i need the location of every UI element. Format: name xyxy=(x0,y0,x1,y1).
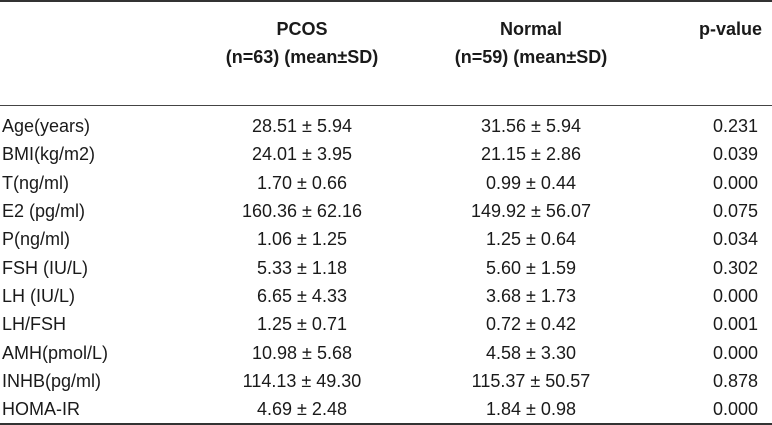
table-row: P(ng/ml) 1.06 ± 1.25 1.25 ± 0.64 0.034 xyxy=(0,225,772,253)
table-row: FSH (IU/L) 5.33 ± 1.18 5.60 ± 1.59 0.302 xyxy=(0,253,772,281)
normal-value: 0.99 ± 0.44 xyxy=(486,172,576,193)
header-normal-subtitle: (n=59) (mean±SD) xyxy=(454,47,608,67)
row-label: BMI(kg/m2) xyxy=(2,144,96,165)
header-pcos: PCOS (n=63) (mean±SD) xyxy=(192,0,412,106)
normal-value: 31.56 ± 5.94 xyxy=(481,116,581,137)
row-label: LH (IU/L) xyxy=(2,285,76,306)
normal-value: 0.72 ± 0.42 xyxy=(486,314,576,335)
row-label: T(ng/ml) xyxy=(2,172,69,193)
pcos-value: 1.25 ± 0.71 xyxy=(257,314,347,335)
pcos-value: 5.33 ± 1.18 xyxy=(257,257,347,278)
table-row: T(ng/ml) 1.70 ± 0.66 0.99 ± 0.44 0.000 xyxy=(0,169,772,197)
table-row: LH (IU/L) 6.65 ± 4.33 3.68 ± 1.73 0.000 xyxy=(0,282,772,310)
normal-value: 3.68 ± 1.73 xyxy=(486,285,576,306)
p-value: 0.000 xyxy=(650,394,772,425)
table-row: E2 (pg/ml) 160.36 ± 62.16 149.92 ± 56.07… xyxy=(0,197,772,225)
p-value: 0.000 xyxy=(712,285,758,306)
normal-value: 1.84 ± 0.98 xyxy=(412,394,650,425)
pcos-value: 1.06 ± 1.25 xyxy=(257,229,347,250)
p-value: 0.302 xyxy=(712,257,758,278)
pcos-value: 28.51 ± 5.94 xyxy=(252,116,352,137)
normal-value: 21.15 ± 2.86 xyxy=(481,144,581,165)
pcos-value: 1.70 ± 0.66 xyxy=(257,172,347,193)
pcos-value: 4.69 ± 2.48 xyxy=(192,394,412,425)
row-label: LH/FSH xyxy=(2,314,67,335)
p-value: 0.034 xyxy=(712,229,758,250)
pcos-value: 6.65 ± 4.33 xyxy=(257,285,347,306)
normal-value: 4.58 ± 3.30 xyxy=(486,342,576,363)
row-label: AMH(pmol/L) xyxy=(2,342,109,363)
header-pcos-title: PCOS xyxy=(276,19,328,39)
pcos-value: 114.13 ± 49.30 xyxy=(242,370,362,391)
p-value: 0.878 xyxy=(712,370,758,391)
table-header: PCOS (n=63) (mean±SD) Normal (n=59) (mea… xyxy=(0,0,772,106)
table-row: HOMA-IR 4.69 ± 2.48 1.84 ± 0.98 0.000 xyxy=(0,394,772,425)
pcos-value: 24.01 ± 3.95 xyxy=(252,144,352,165)
header-row: PCOS (n=63) (mean±SD) Normal (n=59) (mea… xyxy=(0,0,772,106)
row-label: FSH (IU/L) xyxy=(2,257,89,278)
header-normal: Normal (n=59) (mean±SD) xyxy=(412,0,650,106)
table-row: Age(years) 28.51 ± 5.94 31.56 ± 5.94 0.2… xyxy=(0,106,772,141)
row-label: HOMA-IR xyxy=(0,394,192,425)
p-value: 0.075 xyxy=(712,201,758,222)
row-label: INHB(pg/ml) xyxy=(2,370,102,391)
normal-value: 149.92 ± 56.07 xyxy=(471,201,591,222)
normal-value: 115.37 ± 50.57 xyxy=(471,370,591,391)
table-row: BMI(kg/m2) 24.01 ± 3.95 21.15 ± 2.86 0.0… xyxy=(0,140,772,168)
header-label-cell xyxy=(0,0,192,106)
row-label: Age(years) xyxy=(2,116,91,137)
normal-value: 5.60 ± 1.59 xyxy=(486,257,576,278)
p-value: 0.231 xyxy=(712,116,758,137)
p-value: 0.000 xyxy=(712,172,758,193)
normal-value: 1.25 ± 0.64 xyxy=(486,229,576,250)
header-normal-title: Normal xyxy=(499,19,562,39)
header-pcos-subtitle: (n=63) (mean±SD) xyxy=(225,47,379,67)
table-row: INHB(pg/ml) 114.13 ± 49.30 115.37 ± 50.5… xyxy=(0,367,772,395)
pcos-value: 10.98 ± 5.68 xyxy=(252,342,352,363)
header-pvalue: p-value xyxy=(650,0,772,106)
row-label: P(ng/ml) xyxy=(2,229,71,250)
table-row: AMH(pmol/L) 10.98 ± 5.68 4.58 ± 3.30 0.0… xyxy=(0,338,772,366)
table-row: LH/FSH 1.25 ± 0.71 0.72 ± 0.42 0.001 xyxy=(0,310,772,338)
pcos-value: 160.36 ± 62.16 xyxy=(242,201,362,222)
p-value: 0.001 xyxy=(712,314,758,335)
row-label: E2 (pg/ml) xyxy=(2,201,86,222)
p-value: 0.039 xyxy=(712,144,758,165)
table-body: Age(years) 28.51 ± 5.94 31.56 ± 5.94 0.2… xyxy=(0,106,772,425)
p-value: 0.000 xyxy=(712,342,758,363)
